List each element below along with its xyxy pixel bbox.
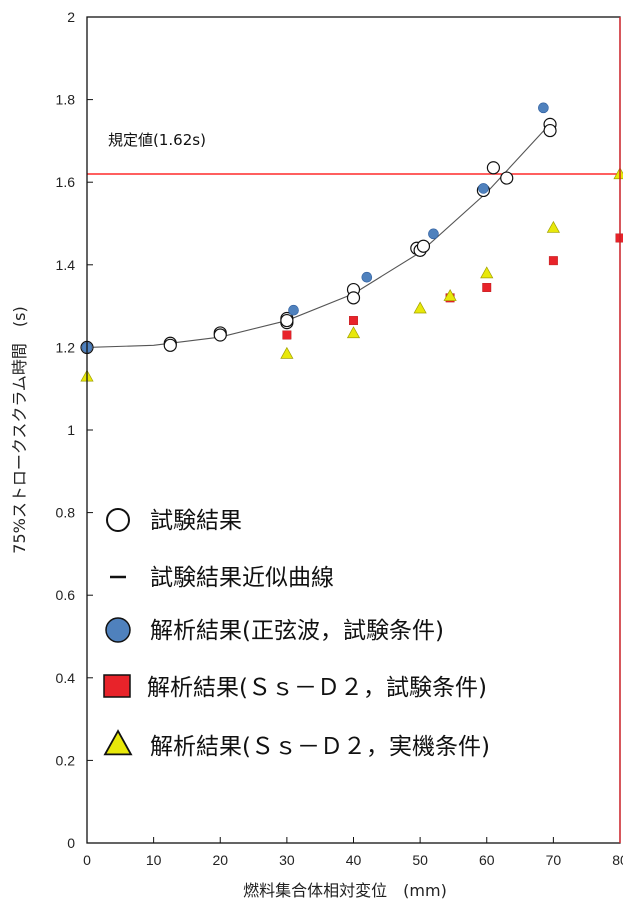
y-tick-label: 1.8 — [56, 92, 76, 108]
legend-label: 解析結果(Ｓｓ－Ｄ２，試験条件) — [147, 675, 487, 701]
data-point-blue-circle — [361, 271, 373, 283]
data-point-open-circle — [213, 328, 227, 342]
data-point-yellow-triangle — [280, 346, 294, 359]
data-point-yellow-triangle — [443, 289, 457, 301]
x-tick-label: 20 — [212, 852, 228, 868]
data-point-red-square — [349, 316, 358, 326]
x-tick-label: 60 — [479, 852, 495, 868]
data-point-red-square — [482, 283, 492, 292]
y-tick-label: 1 — [67, 422, 75, 438]
y-tick-label: 0.4 — [56, 670, 76, 686]
y-tick-label: 1.4 — [56, 257, 76, 273]
data-point-open-circle — [346, 291, 361, 305]
x-tick-label: 70 — [546, 852, 562, 868]
data-point-blue-circle — [478, 183, 489, 194]
legend-marker-red-square — [103, 674, 131, 698]
data-point-open-circle — [280, 313, 294, 328]
y-tick-label: 0 — [67, 835, 75, 851]
x-axis-label: 燃料集合体相対変位 (mm) — [243, 881, 447, 900]
y-tick-label: 0.2 — [56, 752, 76, 768]
y-tick-label: 0.8 — [56, 505, 76, 521]
data-point-blue-circle — [538, 102, 549, 114]
data-point-blue-circle — [288, 304, 299, 316]
plot-area — [87, 17, 620, 843]
legend-marker-yellow-triangle — [103, 729, 133, 756]
data-point-red-square — [548, 256, 558, 266]
data-point-open-circle — [500, 171, 514, 185]
data-point-yellow-triangle — [480, 266, 494, 279]
x-tick-label: 80 — [612, 852, 623, 868]
data-point-open-circle — [416, 239, 431, 253]
data-point-blue-circle — [428, 228, 439, 240]
y-tick-label: 1.2 — [56, 339, 76, 355]
data-point-open-circle — [486, 161, 501, 175]
data-point-blue-circle — [105, 617, 131, 643]
data-point-yellow-triangle — [546, 220, 560, 233]
x-tick-label: 50 — [412, 852, 428, 868]
data-point-yellow-triangle — [413, 301, 427, 314]
legend-label: 試験結果 — [150, 508, 242, 534]
legend-label: 解析結果(Ｓｓ－Ｄ２，実機条件) — [150, 734, 490, 760]
y-axis-label: 75%ストロークスクラム時間 (s) — [10, 306, 29, 553]
y-tick-label: 1.6 — [56, 174, 76, 190]
x-tick-label: 40 — [346, 852, 362, 868]
legend-label: 解析結果(正弦波，試験条件) — [150, 618, 444, 644]
data-point-open-circle — [163, 338, 177, 352]
reference-line-label: 規定値(1.62s) — [108, 131, 206, 149]
y-tick-label: 2 — [67, 9, 75, 25]
data-point-yellow-triangle — [346, 326, 361, 339]
y-tick-label: 0.6 — [56, 587, 76, 603]
x-tick-label: 0 — [83, 852, 91, 868]
x-tick-label: 30 — [279, 852, 295, 868]
data-point-open-circle — [106, 508, 130, 532]
legend-label: 試験結果近似曲線 — [150, 565, 334, 591]
x-tick-label: 10 — [146, 852, 162, 868]
data-point-red-square — [282, 330, 292, 340]
data-point-open-circle — [543, 123, 557, 138]
